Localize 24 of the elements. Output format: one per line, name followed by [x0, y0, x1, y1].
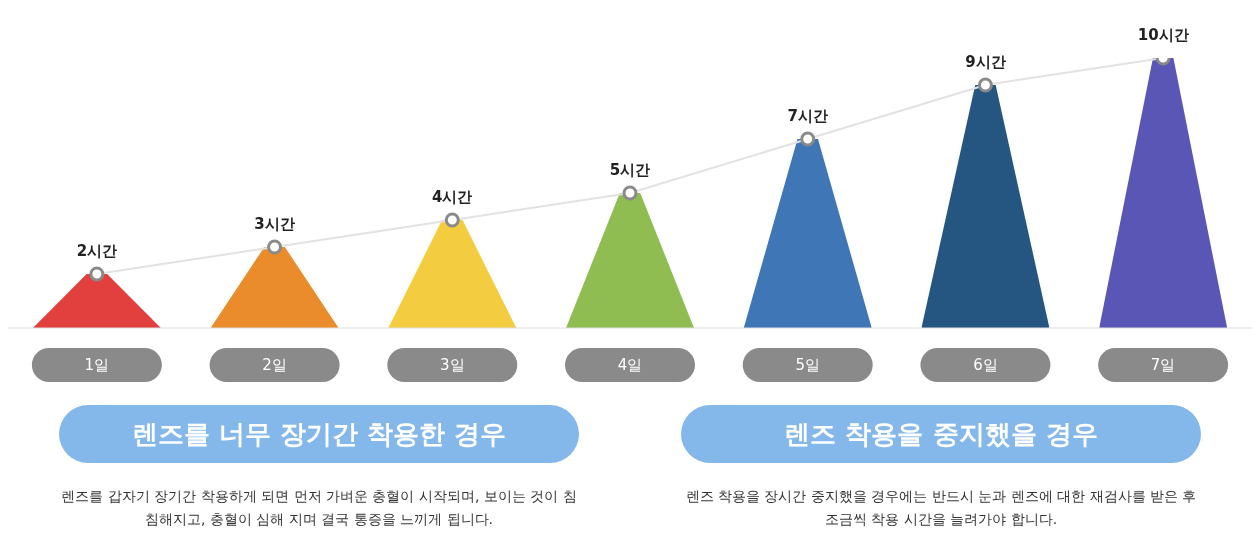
- x-tick-label: 3일: [440, 356, 465, 374]
- point: [444, 212, 460, 228]
- point: [800, 131, 816, 147]
- text: 렌즈를 너무 장기간 착용한 경우: [59, 405, 579, 463]
- text: 렌즈 착용을 장시간 중지했을 경우에는 반드시 눈과 렌즈에 대한 재검사를 받은 후 조금씩 착용 시간을 늘려가야 합니다.: [684, 487, 1198, 529]
- data-label: 4시간: [432, 188, 473, 206]
- x-tick-label: 5일: [795, 356, 820, 374]
- data-label: 10시간: [1137, 26, 1189, 44]
- x-tick-label: 2일: [262, 356, 287, 374]
- text: 렌즈를 갑자기 장기간 착용하게 되면 먼저 가벼운 충혈이 시작되며, 보이는 것이 침침해지고, 충혈이 심해 지며 결국 통증을 느끼게 됩니다.: [60, 487, 578, 529]
- point: [977, 77, 993, 93]
- point: [89, 266, 105, 282]
- data-label: 3시간: [254, 215, 295, 233]
- x-tick-label: 4일: [617, 356, 643, 374]
- x-tick-label: 1일: [84, 356, 110, 374]
- x-tick-label: 6일: [973, 356, 998, 374]
- point: [267, 239, 283, 255]
- data-label: 5시간: [609, 161, 651, 179]
- text: 렌즈 착용을 중지했을 경우: [681, 405, 1201, 463]
- data-label: 9시간: [965, 53, 1006, 71]
- data-label: 7시간: [787, 107, 828, 125]
- data-label: 2시간: [76, 242, 118, 260]
- x-tick-label: 7일: [1150, 356, 1176, 374]
- point: [622, 185, 638, 201]
